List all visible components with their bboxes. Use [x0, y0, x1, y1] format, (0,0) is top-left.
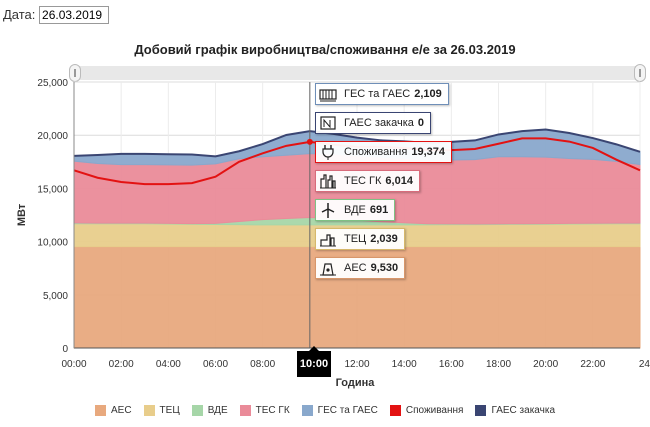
x-tick-label: 06:00	[203, 359, 228, 370]
x-tick-label: 24	[639, 359, 650, 370]
crosshair-point	[306, 138, 313, 145]
tooltip-item: ВДЕ 691	[315, 199, 396, 221]
tooltip-series-name: ВДЕ	[344, 204, 366, 216]
legend-label: ГЕС та ГАЕС	[317, 405, 378, 416]
legend-item[interactable]: ТЕС ГК	[239, 405, 290, 416]
tooltip-series-name: ГЕС та ГАЕС	[344, 88, 411, 100]
legend-item[interactable]: ГАЕС закачка	[475, 405, 555, 416]
tooltip-series-name: Споживання	[344, 146, 408, 158]
x-tick-label: 22:00	[580, 359, 605, 370]
legend-swatch	[389, 405, 401, 416]
date-filter: Дата:	[3, 6, 110, 24]
legend-swatch	[94, 405, 106, 416]
tooltip-series-name: ТЕС ГК	[344, 175, 382, 187]
legend-label: ГАЕС закачка	[491, 405, 556, 416]
tooltip-item: АЕС 9,530	[315, 257, 406, 279]
tooltip-series-value: 9,530	[370, 262, 399, 274]
x-tick-label: 04:00	[156, 359, 181, 370]
tooltip-item: ТЕС ГК 6,014	[315, 170, 420, 192]
legend-swatch	[239, 405, 251, 416]
range-scrollbar[interactable]	[74, 66, 640, 80]
y-tick-label: 10,000	[37, 238, 68, 249]
tooltip-series-value: 2,039	[370, 233, 398, 245]
y-tick-label: 0	[62, 344, 68, 355]
x-tick-label: 08:00	[250, 359, 275, 370]
y-tick-label: 15,000	[37, 184, 68, 195]
tooltip-item: Споживання 19,374	[315, 141, 452, 163]
y-tick-label: 25,000	[37, 78, 68, 89]
wind-turbine-icon	[318, 201, 338, 219]
y-axis-title: МВт	[16, 203, 28, 226]
tooltip-item: ТЕЦ 2,039	[315, 228, 405, 250]
tooltip-series-value: 0	[417, 117, 425, 129]
legend-swatch	[475, 405, 487, 416]
chart-title: Добовий графік виробництва/споживання е/…	[134, 42, 516, 57]
y-tick-label: 20,000	[37, 131, 68, 142]
x-tick-label: 00:00	[61, 359, 86, 370]
crosshair-x-label: 10:00	[297, 346, 331, 377]
legend-label: Споживання	[405, 405, 464, 416]
date-input[interactable]	[39, 6, 110, 24]
pumped-storage-icon	[318, 114, 338, 132]
legend-label: ТЕС ГК	[255, 405, 290, 416]
nuclear-plant-icon	[318, 259, 338, 277]
legend-item[interactable]: ВДЕ	[191, 405, 228, 416]
y-tick-label: 5,000	[43, 291, 68, 302]
x-tick-label: 20:00	[533, 359, 558, 370]
tooltip-series-name: ТЕЦ	[344, 233, 367, 245]
date-label: Дата:	[3, 7, 36, 22]
tooltip-series-name: ГАЕС закачка	[344, 117, 414, 129]
legend-swatch	[191, 405, 203, 416]
x-tick-label: 16:00	[439, 359, 464, 370]
tooltip-series-name: АЕС	[344, 262, 367, 274]
tooltip-series-value: 6,014	[385, 175, 413, 187]
hydro-plant-icon	[318, 85, 338, 103]
legend-item[interactable]: ТЕЦ	[143, 405, 180, 416]
legend-item[interactable]: ГЕС та ГАЕС	[301, 405, 378, 416]
tooltip-item: ГЕС та ГАЕС 2,109	[315, 83, 449, 105]
tooltip-series-value: 19,374	[411, 146, 445, 158]
legend-item[interactable]: Споживання	[389, 405, 464, 416]
x-tick-label: 02:00	[109, 359, 134, 370]
legend-item[interactable]: АЕС	[94, 405, 132, 416]
thermal-plant-icon	[318, 172, 338, 190]
chart-legend: АЕС ТЕЦ ВДЕ ТЕС ГК ГЕС та ГАЕС Споживання ГАЕС…	[0, 405, 650, 416]
legend-label: ВДЕ	[207, 405, 228, 416]
legend-swatch	[143, 405, 155, 416]
x-tick-label: 14:00	[392, 359, 417, 370]
tooltip-series-value: 2,109	[414, 88, 442, 100]
x-tick-label: 12:00	[344, 359, 369, 370]
x-tick-label: 18:00	[486, 359, 511, 370]
legend-swatch	[301, 405, 313, 416]
legend-label: АЕС	[110, 405, 132, 416]
chp-plant-icon	[318, 230, 338, 248]
line-gaes-pumping	[73, 128, 641, 158]
legend-label: ТЕЦ	[159, 405, 180, 416]
tooltip-item: ГАЕС закачка 0	[315, 112, 432, 134]
tooltip-series-value: 691	[369, 204, 389, 216]
x-axis-title: Година	[336, 377, 376, 389]
plug-icon	[318, 143, 338, 161]
